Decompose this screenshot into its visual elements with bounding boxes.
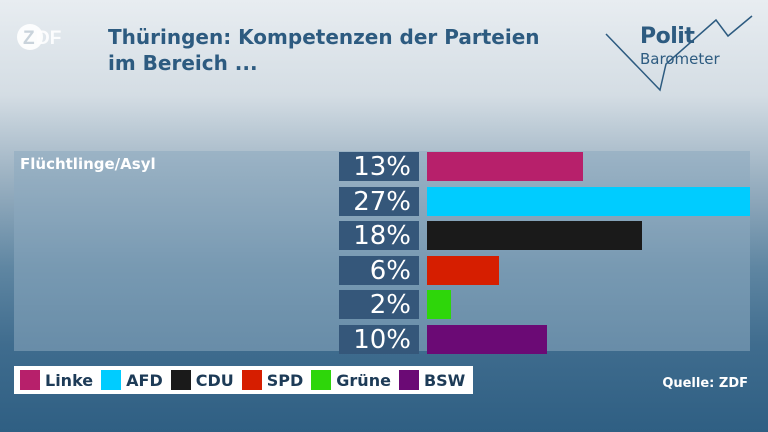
title-line-2: im Bereich ... (108, 51, 258, 75)
legend-item-cdu: CDU (170, 370, 234, 390)
bar-grüne (427, 290, 451, 319)
legend-swatch (101, 370, 122, 390)
brand-polit: Polit (640, 24, 695, 49)
value-label-afd: 27% (339, 186, 419, 217)
value-label-grüne: 2% (339, 290, 419, 320)
value-label-cdu: 18% (339, 221, 419, 251)
chart-title: Thüringen: Kompetenzen der Parteien im B… (108, 24, 588, 76)
legend-swatch (170, 370, 191, 390)
bar-linke (427, 152, 583, 181)
value-label-linke: 13% (339, 152, 419, 182)
legend-item-bsw: BSW (398, 370, 466, 390)
legend-label: BSW (423, 370, 466, 390)
legend-item-spd: SPD (241, 370, 304, 390)
legend-label: SPD (266, 370, 304, 390)
legend-label: Linke (45, 370, 94, 390)
legend-swatch (241, 370, 262, 390)
legend-swatch (398, 370, 419, 390)
title-line-1: Thüringen: Kompetenzen der Parteien (108, 25, 540, 49)
svg-text:DF: DF (36, 28, 61, 49)
legend-swatch (311, 370, 332, 390)
bar-bsw (427, 324, 547, 354)
value-label-spd: 6% (339, 255, 419, 286)
legend-item-grüne: Grüne (311, 370, 391, 390)
bar-spd (427, 255, 499, 285)
source-note: Quelle: ZDF (662, 376, 748, 391)
legend-label: CDU (195, 370, 234, 390)
legend-swatch (20, 370, 40, 390)
politbarometer-line-graphic (605, 15, 753, 92)
zdf-logo: DF Z (17, 24, 61, 50)
legend: Linke AFD CDU SPD Grüne BSW (14, 366, 474, 394)
category-label: Flüchtlinge/Asyl (20, 155, 156, 173)
legend-item-linke: Linke (20, 370, 93, 390)
legend-label: AFD (126, 370, 163, 390)
svg-text:Z: Z (23, 28, 35, 49)
value-label-bsw: 10% (339, 324, 419, 355)
legend-item-afd: AFD (101, 370, 163, 390)
brand-barometer: Barometer (640, 50, 720, 68)
legend-label: Grüne (336, 370, 391, 390)
bar-cdu (427, 221, 643, 250)
politbarometer-logo: Polit Barometer (604, 14, 754, 94)
bar-afd (427, 186, 750, 216)
